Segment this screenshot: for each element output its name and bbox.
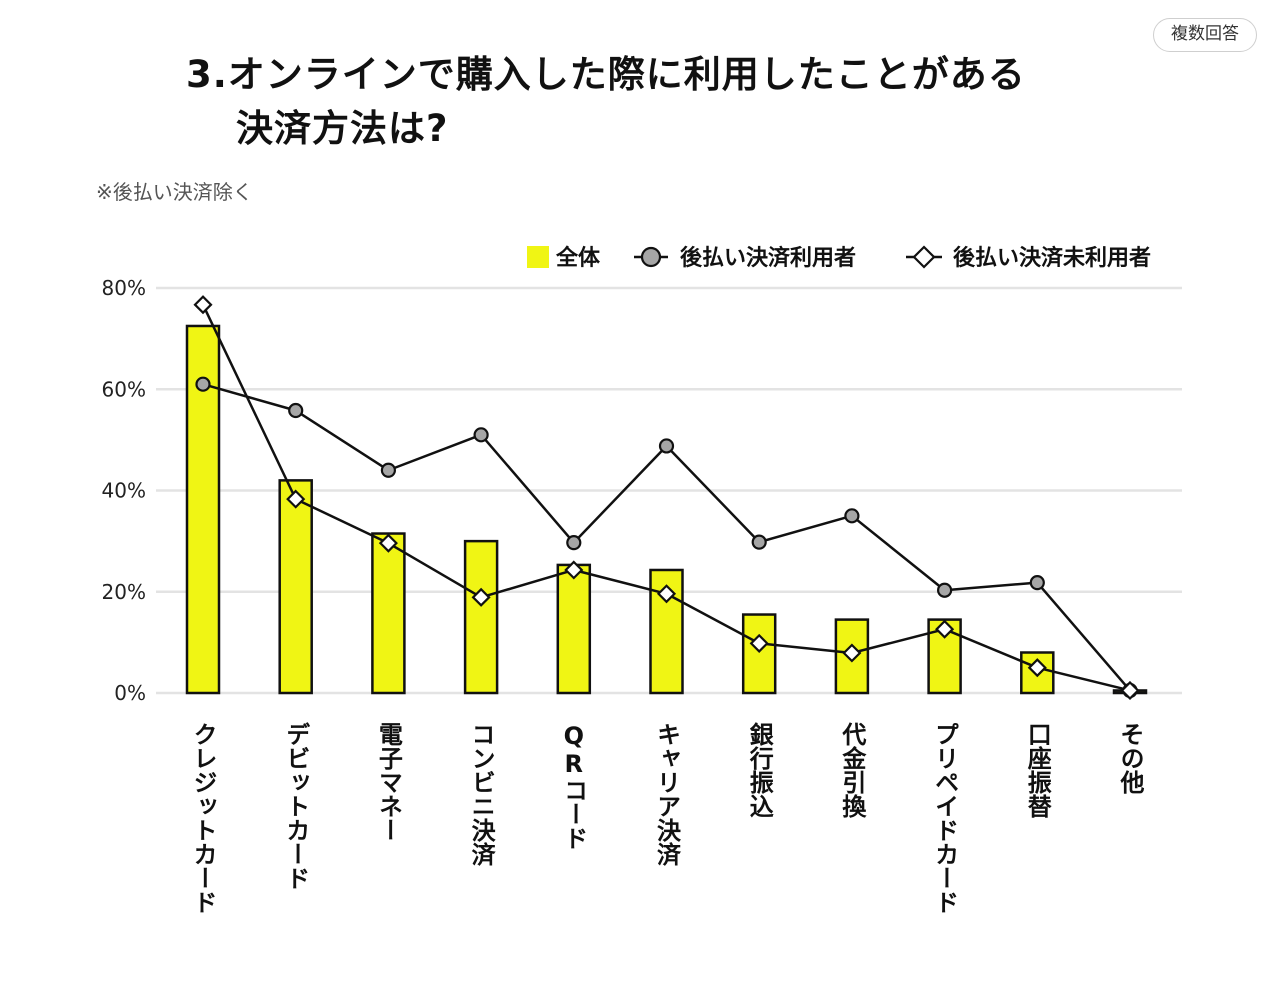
legend-label-users: 後払い決済利用者 — [680, 245, 856, 271]
diamond-marker — [564, 560, 584, 580]
legend-marker-users — [640, 246, 662, 268]
category-label: 代金引換 — [838, 722, 867, 819]
chart-note: ※後払い決済除く — [96, 180, 253, 204]
circle-marker — [566, 535, 582, 551]
category-label: QRコード — [560, 722, 588, 850]
category-label: 銀行振込 — [745, 721, 774, 818]
multiple-answer-badge: 複数回答 — [1153, 18, 1257, 52]
circle-marker — [751, 534, 767, 550]
diamond-marker — [749, 633, 769, 653]
diamond-marker — [471, 587, 491, 607]
circle-marker — [288, 402, 304, 419]
bar — [278, 479, 313, 695]
bar — [741, 613, 777, 695]
legend-swatch-bar — [527, 246, 549, 268]
y-tick-label: 40% — [102, 479, 146, 503]
y-tick-label: 0% — [114, 681, 146, 705]
diamond-marker — [842, 643, 862, 663]
circle-marker — [195, 376, 211, 392]
circle-marker — [473, 427, 489, 443]
diamond-marker — [656, 584, 677, 604]
category-label: デビットカード — [282, 722, 310, 890]
chart-title: 3.オンラインで購入した際に利用したことがある 決済方法は? — [186, 48, 1186, 156]
diamond-marker — [286, 489, 306, 509]
category-label: プリペイドカード — [931, 722, 959, 914]
diamond-marker — [935, 619, 955, 639]
diamond-marker — [1027, 658, 1047, 678]
circle-marker — [1029, 575, 1045, 591]
diamond-marker — [1120, 680, 1140, 701]
category-label: 電子マネー — [374, 722, 402, 842]
legend-label-non-users: 後払い決済未利用者 — [953, 245, 1151, 271]
category-label: 口座振替 — [1023, 722, 1051, 818]
chart-title-line-2: 決済方法は? — [236, 107, 449, 150]
y-tick-label: 20% — [102, 580, 146, 604]
circle-marker — [380, 462, 396, 478]
category-label: コンビニ決済 — [467, 722, 495, 867]
diamond-marker — [193, 295, 213, 315]
circle-marker — [658, 438, 675, 454]
chart-title-line-1: 3.オンラインで購入した際に利用したことがある — [186, 53, 1026, 96]
legend-marker-non-users — [912, 245, 936, 269]
y-tick-label: 60% — [102, 377, 146, 401]
circle-marker — [844, 508, 860, 524]
diamond-marker — [378, 533, 398, 553]
bar — [371, 532, 406, 695]
category-label: その他 — [1116, 722, 1145, 794]
category-label: キャリア決済 — [653, 722, 681, 867]
y-tick-label: 80% — [102, 276, 146, 300]
legend-label-all: 全体 — [555, 245, 601, 271]
bar — [463, 539, 499, 695]
bar — [556, 563, 592, 695]
category-label: クレジットカード — [189, 722, 217, 914]
circle-marker — [936, 582, 953, 598]
